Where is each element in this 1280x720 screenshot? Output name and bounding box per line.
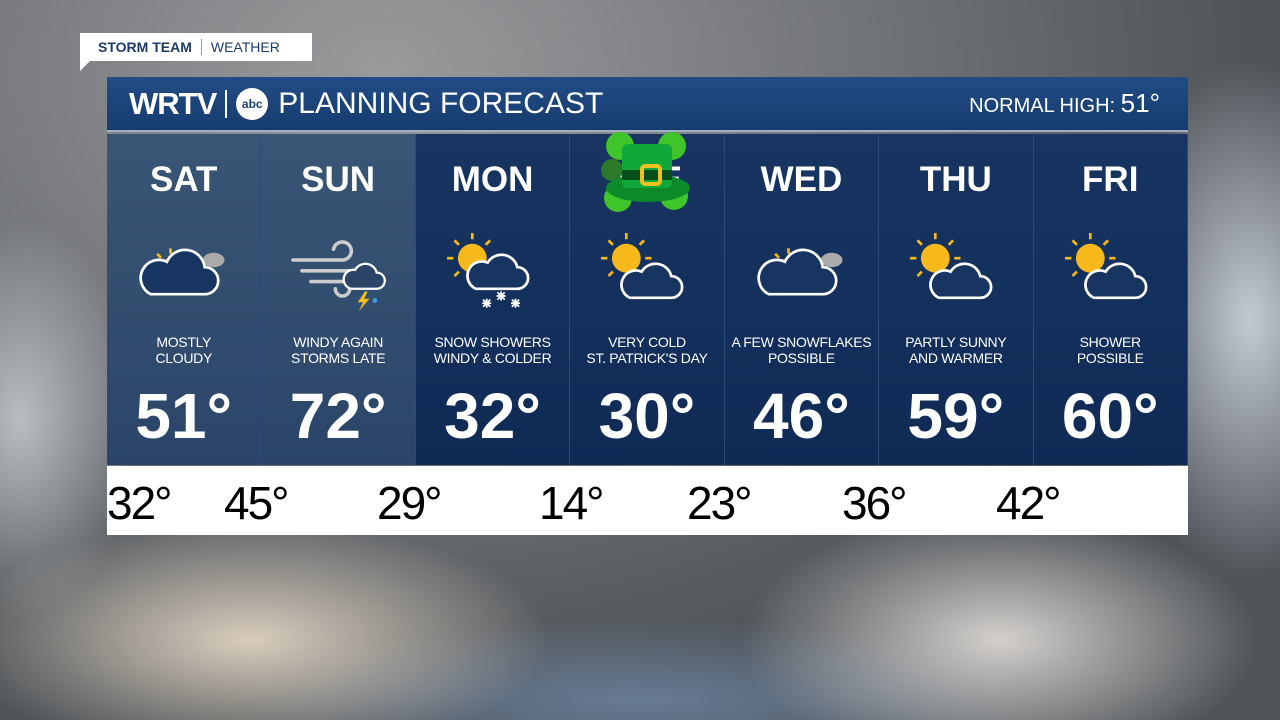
partly-sunny-icon [601,233,684,300]
high-temp: 51° [135,380,233,452]
day-column-sun: SUN WINDY AGAIN STORMS LATE 72° [261,134,416,465]
low-temp: 23° [687,477,753,529]
condition-line-1: MOSTLY [156,334,212,350]
low-temp: 45° [224,477,290,529]
condition-line-2: STORMS LATE [291,350,386,366]
condition-line-2: AND WARMER [908,350,1003,366]
tag-right: WEATHER [210,39,280,55]
condition-text: PARTLY SUNNY AND WARMER [881,334,1030,366]
day-column-fri: FRI SHOWER POSSIBLE 60° [1033,134,1188,465]
condition-line-1: SNOW SHOWERS [434,334,551,350]
condition-line-2: WINDY & COLDER [433,350,552,366]
day-column-mon: MON SNOW SHOWERS WINDY & COLDER 32° [415,134,571,465]
condition-line-2: POSSIBLE [1076,350,1144,366]
forecast-header: WRTV abc PLANNING FORECAST NORMAL HIGH: … [107,77,1188,132]
condition-line-1: A FEW SNOWFLAKES [731,334,872,350]
condition-line-1: SHOWER [1079,334,1142,350]
high-temp: 59° [907,380,1005,452]
condition-line-2: CLOUDY [155,350,212,366]
normal-high: NORMAL HIGH: 51° [969,88,1160,119]
abc-logo: abc [236,87,269,120]
partly-sunny-icon [1064,233,1147,300]
high-temp: 32° [444,380,541,452]
condition-line-1: PARTLY SUNNY [905,334,1007,350]
low-temp: 36° [842,477,908,529]
partly-cloudy-icon [757,248,843,296]
day-name: SUN [301,160,376,199]
high-temp: 46° [753,380,850,452]
forecast-days: SAT MOSTLY CLOUDY 51° SUN WINDY AGAIN STORM… [107,134,1188,465]
sun-cloud-snow-icon [446,233,530,308]
condition-text: WINDY AGAIN STORMS LATE [263,334,412,366]
condition-line-2: POSSIBLE [767,350,835,366]
storm-team-tag: STORM TEAM WEATHER [80,33,312,71]
leprechaun-hat-icon [601,132,690,212]
normal-high-label: NORMAL HIGH: [969,95,1116,117]
partly-sunny-icon [910,233,993,300]
partly-cloudy-icon [139,248,225,296]
condition-text: MOSTLY CLOUDY [109,334,258,366]
day-column-thu: THU PARTLY SUNNY AND WARMER 59° [879,134,1034,465]
low-temp: 29° [377,477,443,529]
day-name: MON [451,160,534,199]
day-name: FRI [1082,160,1139,199]
condition-text: A FEW SNOWFLAKES POSSIBLE [727,334,876,366]
low-temp: 42° [996,477,1062,529]
day-column-wed: WED A FEW SNOWFLAKES POSSIBLE 46° [724,134,880,465]
low-temp: 14° [539,477,605,529]
day-name: THU [919,160,992,199]
high-temp: 72° [289,380,387,452]
day-column-sat: SAT MOSTLY CLOUDY 51° [107,134,262,465]
low-temp: 32° [107,477,173,529]
condition-text: VERY COLD ST. PATRICK'S DAY [572,334,721,366]
day-name: WED [760,160,843,199]
station-logo: WRTV [129,85,217,121]
high-temp: 60° [1061,380,1159,452]
condition-text: SNOW SHOWERS WINDY & COLDER [418,334,567,366]
low-temps-strip: 32° 45° 29° 14° 23° 36° 42° [107,466,1188,535]
condition-text: SHOWER POSSIBLE [1036,334,1185,366]
high-temp: 30° [598,380,696,452]
wind-storm-icon [291,240,387,312]
day-name: SAT [150,160,218,199]
normal-high-value: 51° [1120,88,1160,118]
condition-line-1: WINDY AGAIN [293,334,384,350]
condition-line-1: VERY COLD [608,334,686,350]
condition-line-2: ST. PATRICK'S DAY [586,350,708,366]
tag-left: STORM TEAM [98,39,192,55]
page-title: PLANNING FORECAST [278,86,604,120]
